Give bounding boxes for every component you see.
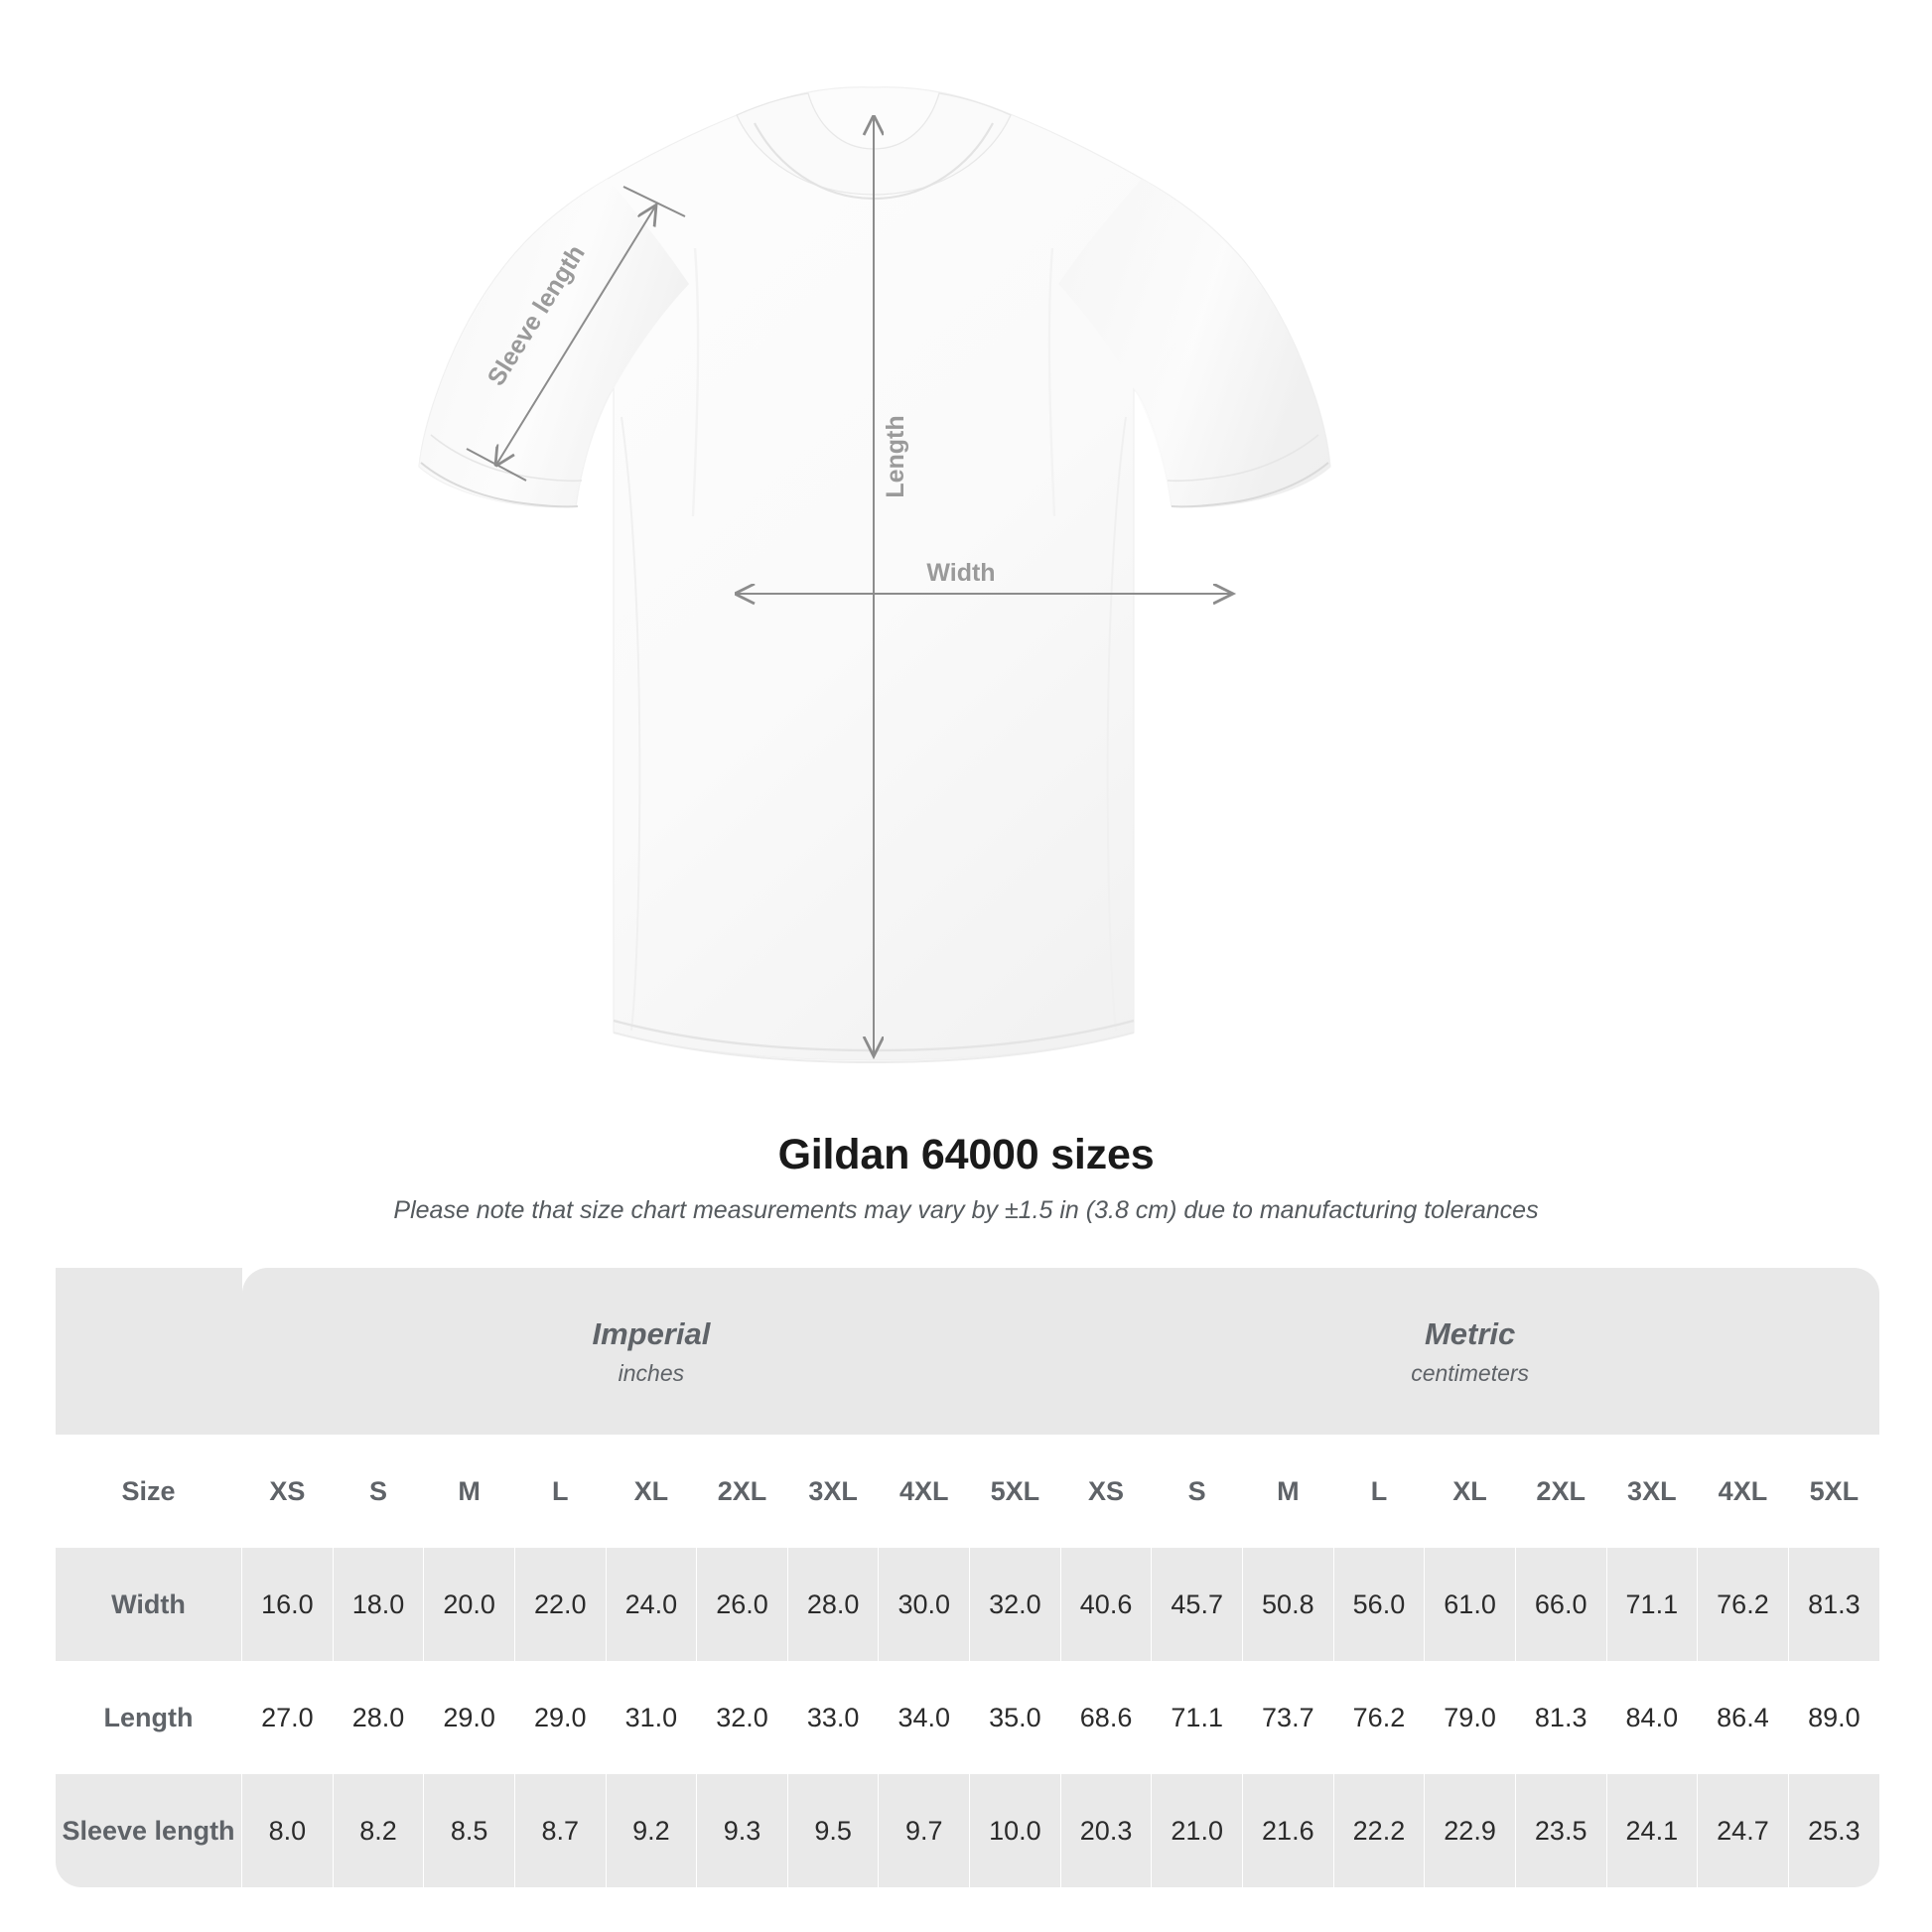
- measurement-cell: 35.0: [969, 1661, 1061, 1774]
- measurement-cell: 29.0: [423, 1661, 515, 1774]
- chart-header: Gildan 64000 sizes Please note that size…: [0, 1131, 1932, 1227]
- measurement-cell: 22.0: [513, 1548, 607, 1661]
- size-header-cell: M: [423, 1435, 515, 1548]
- measurement-cell: 31.0: [605, 1661, 697, 1774]
- measurement-cell: 76.2: [1697, 1548, 1789, 1661]
- measurement-cell: 24.0: [605, 1548, 697, 1661]
- row-label: Width: [54, 1548, 242, 1661]
- measurement-cell: 28.0: [786, 1548, 879, 1661]
- measurement-cell: 32.0: [696, 1661, 788, 1774]
- size-row-label: Size: [54, 1435, 242, 1548]
- measurement-cell: 21.6: [1242, 1774, 1334, 1887]
- measurement-cell: 71.1: [1605, 1548, 1698, 1661]
- table-row: Sleeve length 8.0 8.2 8.5 8.7 9.2 9.3 9.5 9.7 10.…: [54, 1774, 1879, 1887]
- size-header-cell: 2XL: [696, 1435, 788, 1548]
- unit-block-metric: Metric centimeters: [1060, 1268, 1879, 1435]
- size-header-cell: M: [1242, 1435, 1334, 1548]
- measurement-cell: 40.6: [1059, 1548, 1152, 1661]
- measurement-cell: 28.0: [332, 1661, 424, 1774]
- size-header-cell: 3XL: [1605, 1435, 1698, 1548]
- measurement-cell: 61.0: [1424, 1548, 1516, 1661]
- measurement-cell: 84.0: [1605, 1661, 1698, 1774]
- size-header-cell: 5XL: [969, 1435, 1061, 1548]
- measurement-cell: 86.4: [1697, 1661, 1789, 1774]
- measurement-cell: 24.7: [1697, 1774, 1789, 1887]
- measurement-cell: 21.0: [1151, 1774, 1243, 1887]
- unit-subtitle: inches: [618, 1359, 685, 1386]
- width-label: Width: [926, 559, 995, 587]
- unit-name: Metric: [1424, 1315, 1516, 1351]
- measurement-cell: 20.0: [423, 1548, 515, 1661]
- measurement-cell: 81.3: [1514, 1661, 1606, 1774]
- measurement-cell: 29.0: [513, 1661, 607, 1774]
- measurement-cell: 71.1: [1151, 1661, 1243, 1774]
- table-row: Width 16.0 18.0 20.0 22.0 24.0 26.0 28.0 30.0 32.…: [54, 1548, 1879, 1661]
- size-header-cell: S: [1151, 1435, 1243, 1548]
- size-header-cell: 4XL: [1697, 1435, 1789, 1548]
- measurement-cell: 9.7: [878, 1774, 970, 1887]
- measurement-cell: 16.0: [241, 1548, 334, 1661]
- measurement-cell: 45.7: [1151, 1548, 1243, 1661]
- row-label: Sleeve length: [54, 1774, 242, 1887]
- row-label: Length: [54, 1661, 242, 1774]
- measurement-cell: 8.0: [241, 1774, 334, 1887]
- tshirt-diagram: Width Length Sleeve length: [418, 86, 1331, 1064]
- measurement-cell: 27.0: [241, 1661, 334, 1774]
- table-row: Length 27.0 28.0 29.0 29.0 31.0 32.0 33.0 34.0 35…: [54, 1661, 1879, 1774]
- width-dimension: Width: [737, 559, 1231, 594]
- measurement-cell: 68.6: [1059, 1661, 1152, 1774]
- measurement-cell: 8.7: [513, 1774, 607, 1887]
- size-header-cell: S: [332, 1435, 424, 1548]
- measurement-cell: 66.0: [1514, 1548, 1606, 1661]
- length-dimension: Length: [874, 117, 909, 1054]
- size-header-cell: XS: [1059, 1435, 1152, 1548]
- measurement-cell: 10.0: [969, 1774, 1061, 1887]
- unit-banner-spacer: [55, 1268, 242, 1435]
- size-header-cell: L: [1332, 1435, 1425, 1548]
- measurement-cell: 8.2: [332, 1774, 424, 1887]
- size-table: Imperial inches Metric centimeters Size XS S M L…: [54, 1268, 1879, 1887]
- length-label: Length: [882, 415, 909, 497]
- measurement-cell: 23.5: [1514, 1774, 1606, 1887]
- measurement-cell: 34.0: [878, 1661, 970, 1774]
- measurement-cell: 20.3: [1059, 1774, 1152, 1887]
- measurement-cell: 81.3: [1787, 1548, 1879, 1661]
- unit-name: Imperial: [592, 1315, 711, 1351]
- measurement-cell: 79.0: [1424, 1661, 1516, 1774]
- measurement-cell: 26.0: [696, 1548, 788, 1661]
- size-header-cell: XL: [605, 1435, 697, 1548]
- measurement-cell: 30.0: [878, 1548, 970, 1661]
- measurement-cell: 25.3: [1787, 1774, 1879, 1887]
- unit-banner-row: Imperial inches Metric centimeters: [55, 1268, 1879, 1435]
- measurement-cell: 76.2: [1332, 1661, 1425, 1774]
- measurement-cell: 33.0: [786, 1661, 879, 1774]
- measurement-cell: 9.3: [696, 1774, 788, 1887]
- measurement-cell: 8.5: [423, 1774, 515, 1887]
- tolerance-note: Please note that size chart measurements…: [393, 1196, 1539, 1225]
- size-header-cell: 5XL: [1787, 1435, 1879, 1548]
- measurement-cell: 18.0: [332, 1548, 424, 1661]
- size-header-cell: XL: [1424, 1435, 1516, 1548]
- size-header-cell: XS: [241, 1435, 334, 1548]
- measurement-cell: 9.5: [786, 1774, 879, 1887]
- measurement-cell: 22.2: [1332, 1774, 1425, 1887]
- measurement-cell: 32.0: [969, 1548, 1061, 1661]
- size-header-cell: 2XL: [1514, 1435, 1606, 1548]
- measurement-cell: 24.1: [1605, 1774, 1698, 1887]
- measurement-cell: 89.0: [1787, 1661, 1879, 1774]
- measurement-cell: 50.8: [1242, 1548, 1334, 1661]
- measurement-cell: 22.9: [1424, 1774, 1516, 1887]
- size-table-container: Imperial inches Metric centimeters Size XS S M L…: [54, 1268, 1879, 1887]
- size-header-cell: 3XL: [786, 1435, 879, 1548]
- measurement-cell: 56.0: [1332, 1548, 1425, 1661]
- size-header-row: Size XS S M L XL 2XL 3XL 4XL 5XL XS S M L XL 2XL 3XL 4XL 5…: [54, 1435, 1879, 1548]
- page-title: Gildan 64000 sizes: [777, 1131, 1155, 1178]
- size-header-cell: L: [513, 1435, 607, 1548]
- measurement-cell: 9.2: [605, 1774, 697, 1887]
- unit-block-imperial: Imperial inches: [241, 1268, 1061, 1435]
- size-header-cell: 4XL: [878, 1435, 970, 1548]
- unit-subtitle: centimeters: [1411, 1359, 1530, 1386]
- measurement-cell: 73.7: [1242, 1661, 1334, 1774]
